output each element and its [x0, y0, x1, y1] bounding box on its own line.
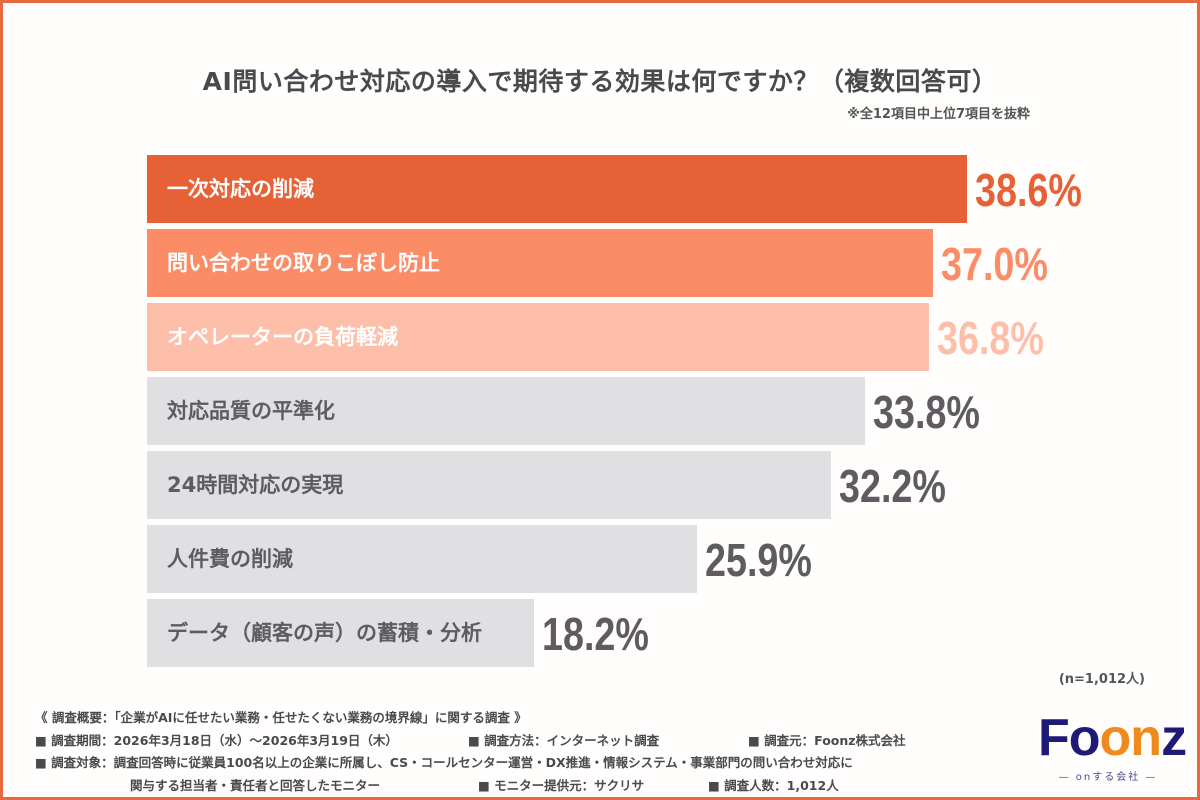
survey-method: ■ 調査方法：インターネット調査: [468, 733, 660, 748]
data-label: 36.8%: [936, 312, 1044, 364]
bar: [147, 451, 832, 519]
data-label: 33.8%: [873, 386, 980, 438]
data-label: 25.9%: [705, 534, 813, 586]
survey-overview: 《 調査概要：「企業がAIに任せたい業務・任せたくない業務の境界線」に関する調査…: [35, 710, 527, 725]
survey-target-cont: 関与する担当者・責任者と回答したモニター: [130, 778, 381, 793]
logo-word: Foonz: [1038, 709, 1187, 767]
survey-period: ■ 調査期間：2026年3月18日（水）〜2026年3月19日（木）: [35, 733, 398, 748]
bar-label: 問い合わせの取りこぼし防止: [167, 251, 440, 275]
foonz-logo: Foonz — onする会社 —: [1038, 712, 1188, 783]
monitor-provider: ■ モニター提供元：サクリサ: [478, 778, 645, 793]
bar-label: 人件費の削減: [167, 547, 293, 571]
data-label: 32.2%: [839, 460, 946, 512]
data-label: 38.6%: [975, 164, 1082, 216]
bar-label: データ（顧客の声）の蓄積・分析: [167, 621, 482, 645]
chart-subtitle: ※全12項目中上位7項目を抜粋: [847, 107, 1030, 122]
survey-count: ■ 調査人数：1,012人: [708, 778, 839, 793]
bar: [147, 229, 933, 297]
survey-target: ■ 調査対象：調査回答時に従業員100名以上の企業に所属し、CS・コールセンター…: [35, 755, 853, 770]
bar: [147, 377, 866, 445]
bar-label: オペレーターの負荷軽減: [167, 325, 398, 349]
data-label: 18.2%: [541, 608, 649, 660]
logo-tagline: — onする会社 —: [1058, 772, 1158, 783]
sample-size: (n=1,012人): [1058, 672, 1145, 687]
bar-label: 対応品質の平準化: [167, 399, 335, 423]
bar: [147, 599, 534, 667]
bar: [147, 155, 967, 223]
data-label: 37.0%: [941, 238, 1048, 290]
bar: [147, 303, 929, 371]
chart-title: AI問い合わせ対応の導入で期待する効果は何ですか？（複数回答可）: [202, 67, 998, 96]
bar-label: 24時間対応の実現: [167, 473, 344, 497]
bar: [147, 525, 698, 593]
survey-source: ■ 調査元：Foonz株式会社: [748, 733, 906, 748]
bar-label: 一次対応の削減: [167, 177, 314, 201]
